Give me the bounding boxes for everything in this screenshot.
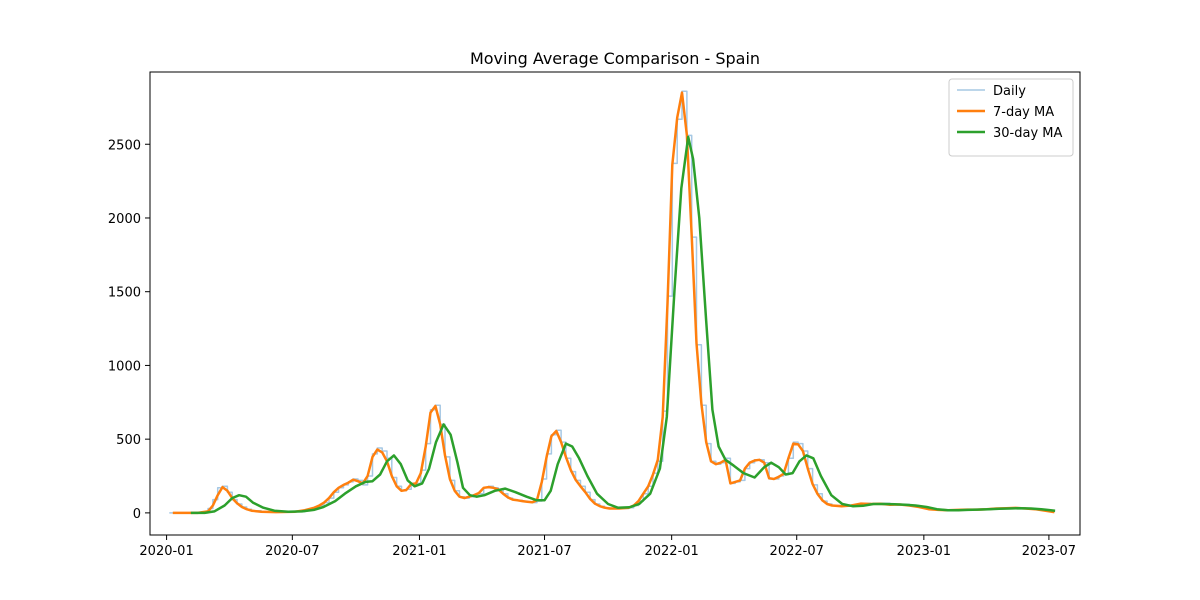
y-tick-label: 1000	[108, 359, 141, 374]
plot-area	[169, 90, 1056, 515]
axes-frame	[149, 71, 1081, 536]
x-tick-label: 2021-07	[517, 544, 571, 559]
x-tick-label: 2020-07	[265, 544, 319, 559]
y-tick-label: 0	[133, 507, 141, 522]
legend-label: 7-day MA	[993, 105, 1054, 120]
y-tick-label: 2000	[108, 212, 141, 227]
series-line-30-day-ma	[190, 135, 1056, 515]
chart-title: Moving Average Comparison - Spain	[470, 49, 760, 68]
series-line-7-day-ma	[172, 91, 1055, 515]
y-tick-label: 2500	[108, 138, 141, 153]
y-tick-label: 1500	[108, 286, 141, 301]
x-tick-label: 2022-07	[770, 544, 824, 559]
x-tick-label: 2020-01	[139, 544, 193, 559]
legend: Daily 7-day MA 30-day MA	[948, 78, 1074, 157]
x-tick-label: 2021-01	[392, 544, 446, 559]
x-tick-label: 2023-07	[1022, 544, 1076, 559]
legend-label: 30-day MA	[993, 126, 1062, 141]
legend-label: Daily	[993, 84, 1026, 99]
x-axis: 2020-01 2020-07 2021-01 2021-07 2022-01 2022-…	[139, 535, 1076, 559]
legend-box	[948, 78, 1074, 157]
x-tick-label: 2023-01	[897, 544, 951, 559]
y-axis: 0 500 1000 1500 2000 2500	[108, 138, 150, 522]
y-tick-label: 500	[116, 433, 141, 448]
x-tick-label: 2022-01	[644, 544, 698, 559]
